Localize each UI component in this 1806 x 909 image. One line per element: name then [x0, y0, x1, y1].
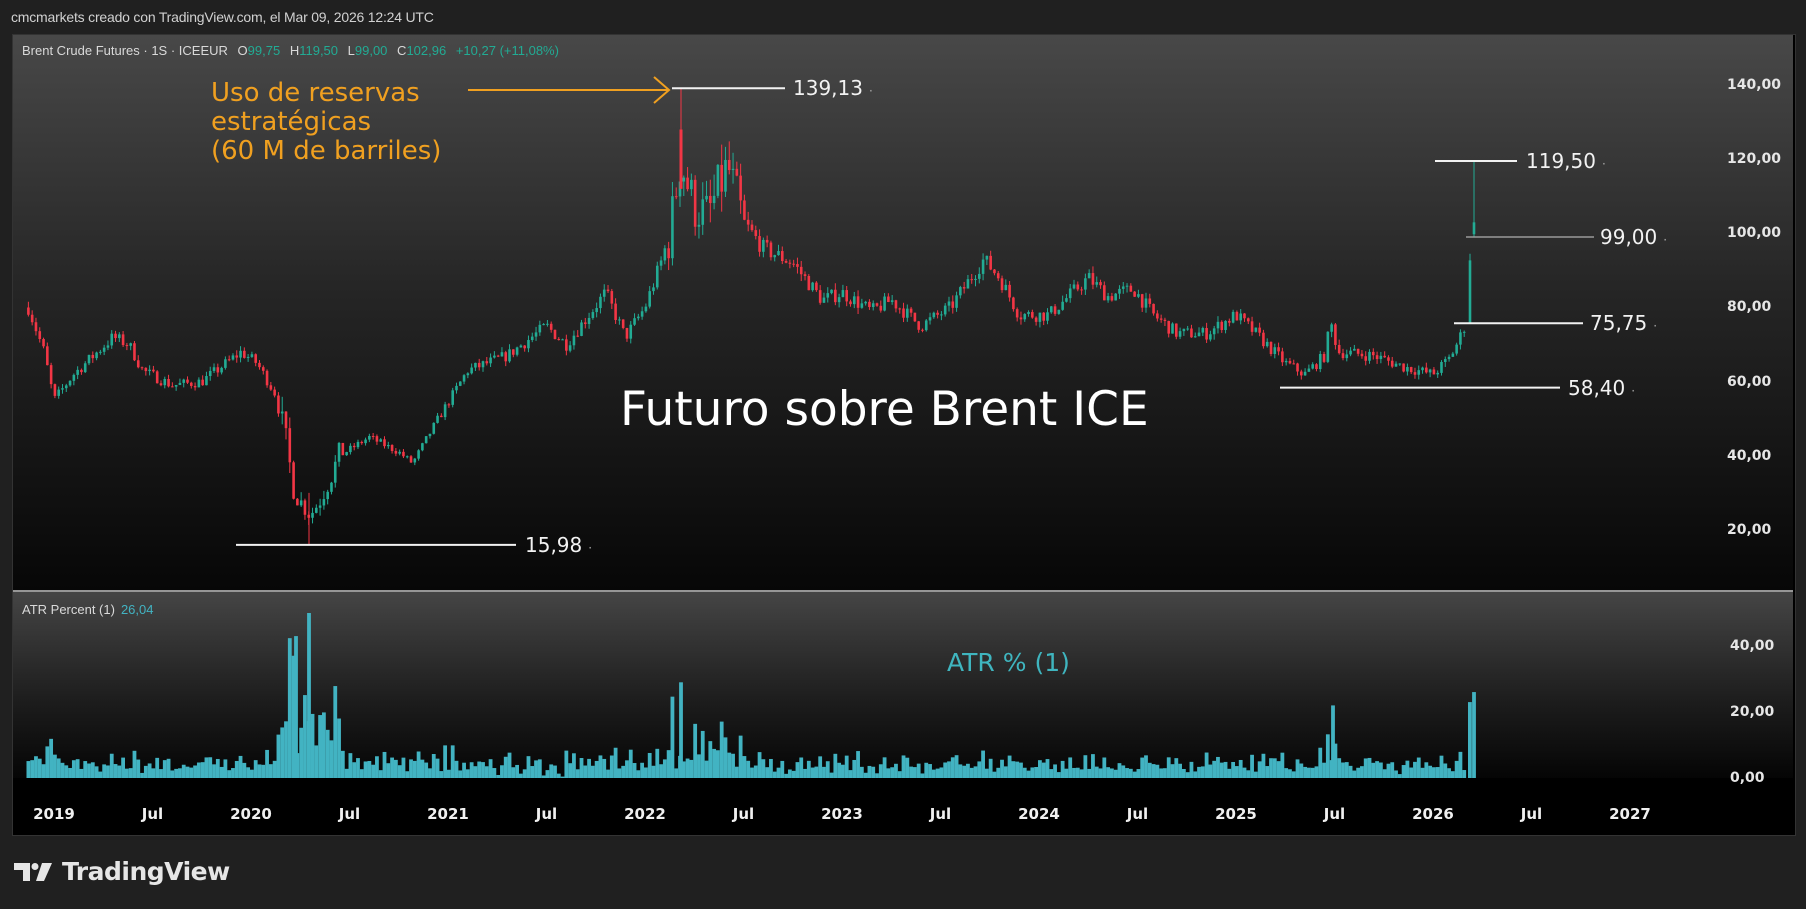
note-line-1: Uso de reservas [211, 78, 420, 108]
time-tick: 2020 [230, 805, 272, 823]
level-label: 119,50 [1526, 149, 1606, 173]
time-tick: 2019 [33, 805, 75, 823]
time-tick: Jul [141, 805, 164, 823]
time-tick: 2022 [624, 805, 666, 823]
change-value: +10,27 (+11,08%) [455, 43, 559, 58]
note-line-2: estratégicas [211, 107, 372, 137]
chart-title-overlay: Futuro sobre Brent ICE [620, 382, 1149, 437]
close-value: 102,96 [406, 43, 447, 58]
note-line-3: (60 M de barriles) [211, 136, 442, 166]
level-label: 139,13 [793, 76, 873, 100]
tradingview-logo[interactable]: TradingView [14, 857, 230, 886]
time-tick: Jul [1520, 805, 1543, 823]
time-axis-bg [13, 778, 1793, 834]
price-tick: 120,00 [1727, 151, 1782, 168]
high-value: 119,50 [299, 43, 339, 58]
tradingview-logo-icon [14, 862, 52, 881]
tradingview-logo-text: TradingView [62, 857, 230, 886]
price-candles [27, 88, 1476, 545]
price-level-lines[interactable] [236, 87, 1594, 546]
symbol-legend[interactable]: Brent Crude Futures · 1S · ICEEUR O99,75… [22, 43, 559, 58]
level-label: 75,75 [1590, 311, 1657, 335]
atr-indicator-name: ATR Percent (1) [22, 602, 115, 617]
price-tick: 80,00 [1727, 299, 1772, 316]
high-label: H [289, 43, 300, 58]
level-label: 99,00 [1600, 225, 1667, 249]
time-tick: 2025 [1215, 805, 1257, 823]
price-tick: 60,00 [1727, 373, 1772, 390]
price-tick: 100,00 [1727, 225, 1782, 242]
time-tick: 2021 [427, 805, 469, 823]
atr-indicator-value: 26,04 [120, 602, 154, 617]
time-tick: 2023 [821, 805, 863, 823]
atr-legend[interactable]: ATR Percent (1) 26,04 [22, 602, 154, 617]
atr-tick: 40,00 [1730, 638, 1775, 654]
atr-bars [26, 613, 1476, 778]
time-tick: 2026 [1412, 805, 1454, 823]
close-label: C [397, 43, 407, 58]
chart-credit: cmcmarkets creado con TradingView.com, e… [11, 9, 434, 25]
time-tick: Jul [929, 805, 952, 823]
atr-tick: 0,00 [1730, 770, 1765, 786]
open-value: 99,75 [247, 43, 281, 58]
price-tick: 20,00 [1727, 521, 1772, 538]
time-tick: Jul [732, 805, 755, 823]
annotation-arrow [468, 76, 671, 104]
strategic-reserves-note: Uso de reservas estratégicas (60 M de ba… [211, 79, 441, 166]
price-tick: 140,00 [1727, 77, 1782, 93]
time-tick: 2027 [1609, 805, 1651, 823]
open-label: O [237, 43, 248, 58]
time-tick: 2024 [1018, 805, 1060, 823]
time-tick: Jul [1126, 805, 1149, 823]
level-label: 58,40 [1568, 376, 1635, 400]
time-tick: Jul [338, 805, 361, 823]
level-label: 15,98 [525, 533, 592, 557]
time-tick: Jul [535, 805, 558, 823]
price-tick: 40,00 [1727, 447, 1772, 464]
symbol-name: Brent Crude Futures · 1S · ICEEUR [22, 43, 228, 58]
low-value: 99,00 [354, 43, 388, 58]
time-tick: Jul [1323, 805, 1346, 823]
atr-tick: 20,00 [1730, 704, 1775, 720]
atr-title-overlay: ATR % (1) [947, 648, 1070, 677]
low-label: L [347, 43, 355, 58]
